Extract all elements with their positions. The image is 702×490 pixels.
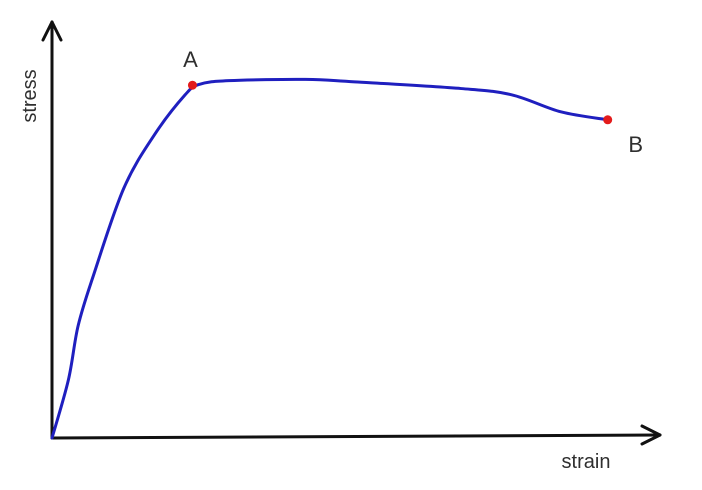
point-b-label: B <box>628 132 643 157</box>
y-axis-title: stress <box>19 69 41 122</box>
point-b-marker <box>603 115 613 125</box>
stress-strain-curve <box>50 77 610 440</box>
point-a-marker <box>187 80 197 90</box>
point-a-label: A <box>183 47 198 72</box>
x-axis-line <box>50 433 662 440</box>
x-axis-title: strain <box>562 451 611 473</box>
x-axis-arrowhead <box>640 424 662 446</box>
y-axis-arrowhead <box>41 20 63 42</box>
